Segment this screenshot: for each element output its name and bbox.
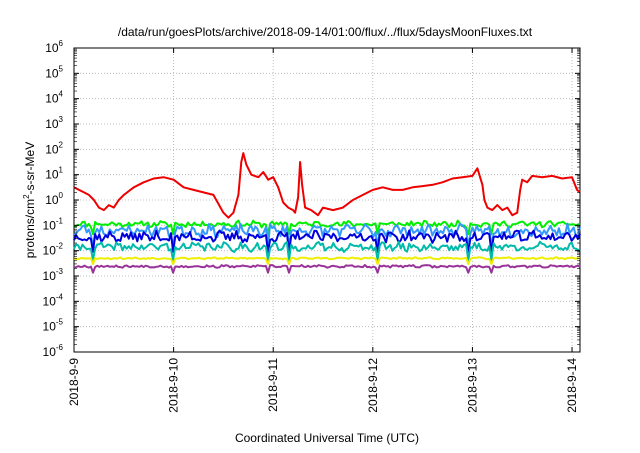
series-line-5	[73, 240, 581, 262]
grid-lines	[74, 48, 580, 352]
series-line-1	[73, 152, 581, 219]
x-tick-label: 2018-9-11	[266, 358, 280, 412]
y-tick-label: 10-1	[43, 216, 64, 232]
y-tick-label: 10-6	[43, 343, 64, 359]
y-tick-label: 100	[45, 191, 63, 207]
series-line-6	[73, 256, 581, 265]
x-tick-label: 2018-9-12	[366, 358, 380, 413]
y-tick-exponent: 0	[59, 191, 64, 200]
y-tick-label: 10-5	[43, 318, 64, 334]
y-tick-base: 10	[45, 41, 59, 55]
y-tick-exponent: -4	[56, 292, 64, 301]
y-axis-title-main: protons/cm	[23, 199, 37, 258]
y-tick-exponent: 5	[59, 64, 64, 73]
y-tick-label: 106	[45, 39, 63, 55]
x-tick-label: 2018-9-13	[465, 358, 479, 413]
chart-title: /data/run/goesPlots/archive/2018-09-14/0…	[118, 25, 533, 39]
y-tick-label: 105	[45, 64, 63, 80]
y-tick-exponent: 2	[59, 140, 64, 149]
y-axis-title-rest: -s-sr-MeV	[23, 142, 37, 195]
y-tick-label: 10-3	[43, 267, 64, 283]
y-tick-base: 10	[43, 345, 57, 359]
data-series	[73, 152, 581, 274]
y-tick-base: 10	[43, 218, 57, 232]
y-tick-base: 10	[45, 142, 59, 156]
y-tick-exponent: -3	[56, 267, 64, 276]
x-axis-title: Coordinated Universal Time (UTC)	[235, 431, 419, 445]
series-line-2	[73, 219, 581, 236]
y-tick-base: 10	[45, 92, 59, 106]
y-tick-base: 10	[43, 294, 57, 308]
y-tick-exponent: 1	[59, 166, 64, 175]
y-tick-label: 102	[45, 140, 63, 156]
y-axis-title: protons/cm2-s-sr-MeV	[22, 142, 37, 258]
y-tick-base: 10	[45, 168, 59, 182]
y-tick-base: 10	[45, 66, 59, 80]
y-axis: 10-610-510-410-310-210-11001011021031041…	[43, 39, 580, 359]
y-tick-exponent: 4	[59, 90, 64, 99]
x-tick-label: 2018-9-9	[67, 358, 81, 406]
y-tick-label: 101	[45, 166, 63, 182]
x-tick-label: 2018-9-14	[565, 358, 579, 413]
x-axis: 2018-9-9 2018-9-10 2018-9-11 2018-9-12 2018-…	[67, 48, 579, 413]
y-tick-exponent: -6	[56, 343, 64, 352]
y-tick-label: 103	[45, 115, 63, 131]
y-tick-exponent: -2	[56, 242, 64, 251]
series-line-7	[73, 264, 581, 274]
y-tick-base: 10	[43, 244, 57, 258]
y-tick-base: 10	[45, 117, 59, 131]
y-tick-label: 10-2	[43, 242, 64, 258]
y-tick-exponent: -1	[56, 216, 64, 225]
y-tick-base: 10	[43, 320, 57, 334]
y-tick-label: 104	[45, 90, 63, 106]
y-tick-exponent: 3	[59, 115, 64, 124]
series-line-4	[73, 229, 581, 253]
y-tick-base: 10	[45, 193, 59, 207]
y-tick-exponent: -5	[56, 318, 64, 327]
y-tick-exponent: 6	[59, 39, 64, 48]
y-tick-label: 10-4	[43, 292, 64, 308]
y-tick-base: 10	[43, 269, 57, 283]
y-axis-title-sup: 2	[22, 194, 31, 199]
x-tick-label: 2018-9-10	[167, 358, 181, 413]
